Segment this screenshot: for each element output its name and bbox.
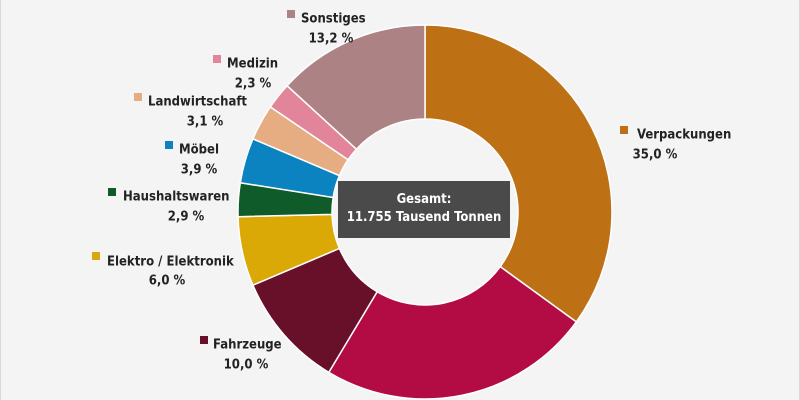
slice-sonstiges: [286, 24, 426, 151]
slice-value-fahrzeuge: 10,0 %: [224, 358, 269, 373]
slice-label-sonstiges: Sonstiges: [301, 12, 366, 27]
slice-label-landwirtschaft: Landwirtschaft: [148, 95, 247, 110]
slice-value-haushaltswaren: 2,9 %: [168, 210, 205, 225]
slice-verpackungen: [424, 24, 613, 323]
legend-swatch-elektro-elektronik: [92, 252, 100, 260]
legend-swatch-medizin: [213, 55, 221, 63]
slice-label-verpackungen: Verpackungen: [637, 128, 731, 143]
legend-swatch-landwirtschaft: [134, 93, 142, 101]
legend-swatch-fahrzeuge: [200, 336, 208, 344]
legend-swatch-sonstiges: [287, 10, 295, 18]
slice-value-verpackungen: 35,0 %: [633, 148, 678, 163]
left-border: [0, 0, 1, 400]
slice-value-elektro-elektronik: 6,0 %: [149, 274, 186, 289]
legend-swatch-haushaltswaren: [108, 188, 116, 196]
slice-value-medizin: 2,3 %: [235, 77, 272, 92]
slice-value-landwirtschaft: 3,1 %: [187, 115, 224, 130]
legend-swatch-verpackungen: [620, 126, 628, 134]
slice-label-fahrzeuge: Fahrzeuge: [213, 338, 282, 353]
legend-swatch-m-bel: [165, 141, 173, 149]
slice-label-haushaltswaren: Haushaltswaren: [123, 190, 229, 205]
slice-unlabeled-1: [327, 265, 578, 400]
total-label-line-1: Gesamt:: [396, 192, 452, 207]
slice-value-sonstiges: 13,2 %: [309, 32, 354, 47]
total-label-box: Gesamt: 11.755 Tausend Tonnen: [338, 181, 510, 238]
total-label-line-2: 11.755 Tausend Tonnen: [346, 210, 502, 225]
slice-label-medizin: Medizin: [227, 57, 278, 72]
slice-label-elektro-elektronik: Elektro / Elektronik: [107, 255, 234, 270]
slice-value-m-bel: 3,9 %: [181, 163, 218, 178]
slice-label-m-bel: Möbel: [179, 143, 219, 158]
